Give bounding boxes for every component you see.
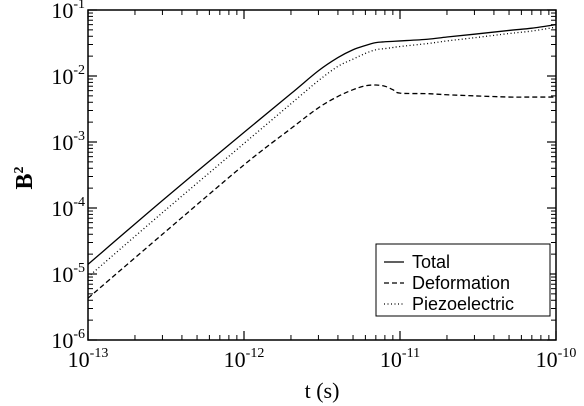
y-tick-label-exponent: -2 [73, 63, 85, 78]
x-tick-label: 10-10 [536, 346, 577, 372]
tick-labels-group: 10-13 10-12 10-11 10-1010-610-510-410-310-2… [51, 0, 576, 372]
x-tick-label: 10-11 [380, 346, 420, 372]
y-axis-label-base: B [12, 173, 38, 189]
series-group [88, 23, 556, 299]
legend-box [375, 243, 551, 317]
x-tick-label-exponent: -12 [246, 346, 265, 361]
y-tick-label-exponent: -4 [73, 195, 85, 210]
x-tick-label: 10-12 [224, 346, 265, 372]
y-tick-label: 10-5 [51, 261, 85, 287]
legend: Total Deformation Piezoelectric [375, 243, 551, 317]
series-line-piezoelectric [88, 26, 556, 278]
y-tick-label-exponent: -6 [73, 327, 85, 342]
y-tick-label-base: 10 [51, 64, 73, 89]
y-tick-label-base: 10 [51, 196, 73, 221]
y-tick-label-base: 10 [51, 130, 73, 155]
legend-label-deformation: Deformation [412, 273, 510, 293]
series-line-deformation [88, 84, 556, 299]
y-tick-label: 10-2 [51, 63, 85, 89]
y-tick-label: 10-4 [51, 195, 85, 221]
y-axis-label-exponent: 2 [12, 166, 27, 173]
x-tick-label: 10-13 [68, 346, 109, 372]
x-tick-label-base: 10 [68, 347, 90, 372]
legend-label-total: Total [412, 252, 450, 272]
plot-frame [87, 9, 557, 341]
legend-label-piezoelectric: Piezoelectric [412, 294, 514, 314]
y-tick-label: 10-6 [51, 327, 85, 353]
x-tick-label-exponent: -11 [402, 346, 420, 361]
y-tick-label-base: 10 [51, 262, 73, 287]
y-axis-label: B2 [12, 166, 38, 189]
y-tick-label-base: 10 [51, 0, 73, 23]
x-tick-label-base: 10 [380, 347, 402, 372]
ticks-group [87, 9, 557, 341]
x-tick-label-base: 10 [224, 347, 246, 372]
x-tick-label-exponent: -10 [558, 346, 577, 361]
y-tick-label-exponent: -5 [73, 261, 85, 276]
y-tick-label: 10-3 [51, 129, 85, 155]
y-tick-label: 10-1 [51, 0, 85, 23]
series-line-total [88, 23, 556, 265]
x-axis-label: t (s) [305, 378, 340, 403]
y-tick-label-exponent: -1 [73, 0, 85, 12]
x-tick-label-base: 10 [536, 347, 558, 372]
x-tick-label-exponent: -13 [90, 346, 109, 361]
y-tick-label-exponent: -3 [73, 129, 85, 144]
y-tick-label-base: 10 [51, 328, 73, 353]
